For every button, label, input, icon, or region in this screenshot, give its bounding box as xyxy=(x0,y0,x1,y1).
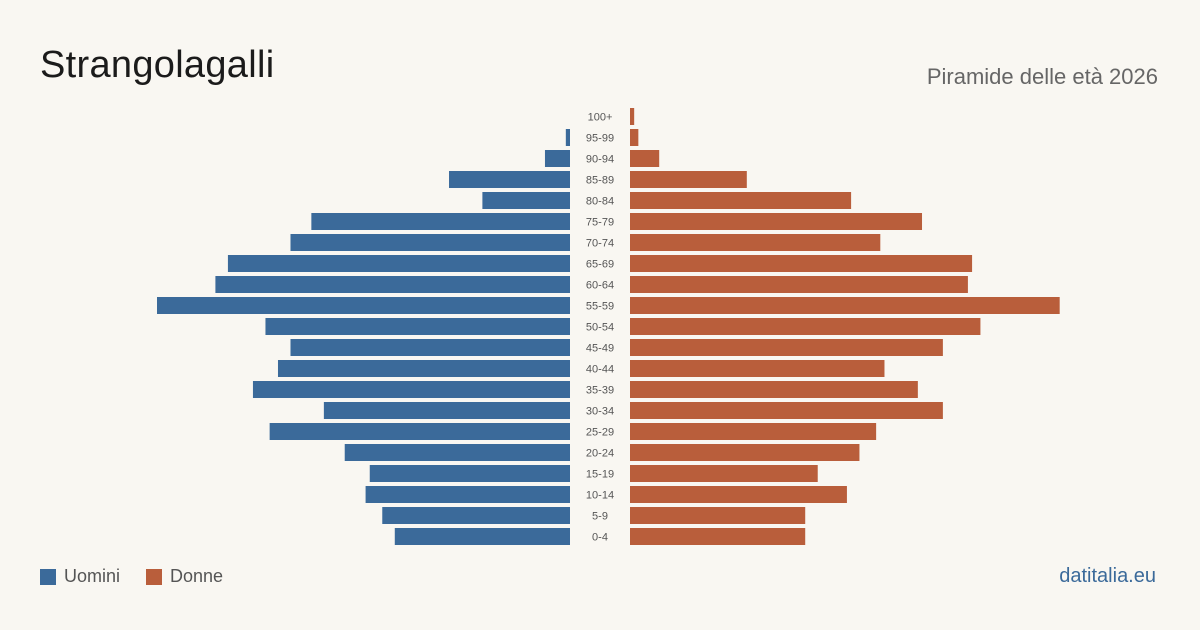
bar-women-0-4 xyxy=(630,528,806,545)
bar-women-5-9 xyxy=(630,507,806,524)
age-label-100+: 100+ xyxy=(588,112,613,124)
age-label-45-49: 45-49 xyxy=(586,343,614,355)
legend-item-women: Donne xyxy=(146,566,223,587)
bar-women-20-24 xyxy=(630,444,860,461)
bar-men-90-94 xyxy=(544,150,570,167)
bar-women-85-89 xyxy=(630,171,747,188)
bar-women-70-74 xyxy=(630,234,881,251)
age-label-55-59: 55-59 xyxy=(586,301,614,313)
bar-men-75-79 xyxy=(311,213,570,230)
legend: Uomini Donne xyxy=(40,566,249,587)
bar-men-15-19 xyxy=(369,465,570,482)
bar-women-80-84 xyxy=(630,192,852,209)
age-label-60-64: 60-64 xyxy=(586,280,614,292)
bar-women-30-34 xyxy=(630,402,943,419)
bar-women-50-54 xyxy=(630,318,981,335)
age-label-0-4: 0-4 xyxy=(592,532,608,544)
bar-men-45-49 xyxy=(290,339,570,356)
bar-women-65-69 xyxy=(630,255,973,272)
age-label-30-34: 30-34 xyxy=(586,406,614,418)
age-label-80-84: 80-84 xyxy=(586,196,614,208)
age-label-25-29: 25-29 xyxy=(586,427,614,439)
bar-men-65-69 xyxy=(227,255,570,272)
age-label-35-39: 35-39 xyxy=(586,385,614,397)
age-label-5-9: 5-9 xyxy=(592,511,608,523)
bar-women-45-49 xyxy=(630,339,943,356)
bar-men-0-4 xyxy=(394,528,570,545)
bar-women-75-79 xyxy=(630,213,923,230)
bar-women-10-14 xyxy=(630,486,847,503)
source-link[interactable]: datitalia.eu xyxy=(1059,565,1156,587)
bar-men-25-29 xyxy=(269,423,570,440)
bar-men-20-24 xyxy=(344,444,570,461)
age-label-15-19: 15-19 xyxy=(586,469,614,481)
bar-women-60-64 xyxy=(630,276,968,293)
bar-men-80-84 xyxy=(482,192,570,209)
bar-men-35-39 xyxy=(252,381,570,398)
bar-men-95-99 xyxy=(565,129,570,146)
legend-label-men: Uomini xyxy=(64,566,121,586)
age-label-40-44: 40-44 xyxy=(586,364,614,376)
bar-women-15-19 xyxy=(630,465,818,482)
bar-men-40-44 xyxy=(277,360,570,377)
bar-men-70-74 xyxy=(290,234,570,251)
age-label-75-79: 75-79 xyxy=(586,217,614,229)
bar-men-5-9 xyxy=(382,507,570,524)
bar-women-35-39 xyxy=(630,381,918,398)
age-label-10-14: 10-14 xyxy=(586,490,614,502)
legend-label-women: Donne xyxy=(170,566,224,586)
bar-women-90-94 xyxy=(630,150,660,167)
bar-men-60-64 xyxy=(215,276,570,293)
legend-swatch-men xyxy=(40,568,56,585)
bar-women-100+ xyxy=(630,108,635,125)
age-label-65-69: 65-69 xyxy=(586,259,614,271)
bar-men-50-54 xyxy=(265,318,570,335)
bar-men-30-34 xyxy=(323,402,570,419)
chart-subtitle: Piramide delle età 2026 xyxy=(926,64,1158,89)
age-label-50-54: 50-54 xyxy=(586,322,614,334)
age-label-90-94: 90-94 xyxy=(586,154,614,166)
bar-men-85-89 xyxy=(449,171,570,188)
age-label-70-74: 70-74 xyxy=(586,238,614,250)
bar-men-55-59 xyxy=(157,297,570,314)
age-label-95-99: 95-99 xyxy=(586,133,614,145)
bar-women-55-59 xyxy=(630,297,1060,314)
age-label-85-89: 85-89 xyxy=(586,175,614,187)
bar-women-25-29 xyxy=(630,423,877,440)
bar-women-95-99 xyxy=(630,129,639,146)
age-label-20-24: 20-24 xyxy=(586,448,614,460)
bar-men-10-14 xyxy=(365,486,570,503)
legend-swatch-women xyxy=(146,568,163,585)
chart-title: Strangolagalli xyxy=(40,44,275,86)
bar-women-40-44 xyxy=(630,360,885,377)
legend-item-men: Uomini xyxy=(40,566,120,587)
